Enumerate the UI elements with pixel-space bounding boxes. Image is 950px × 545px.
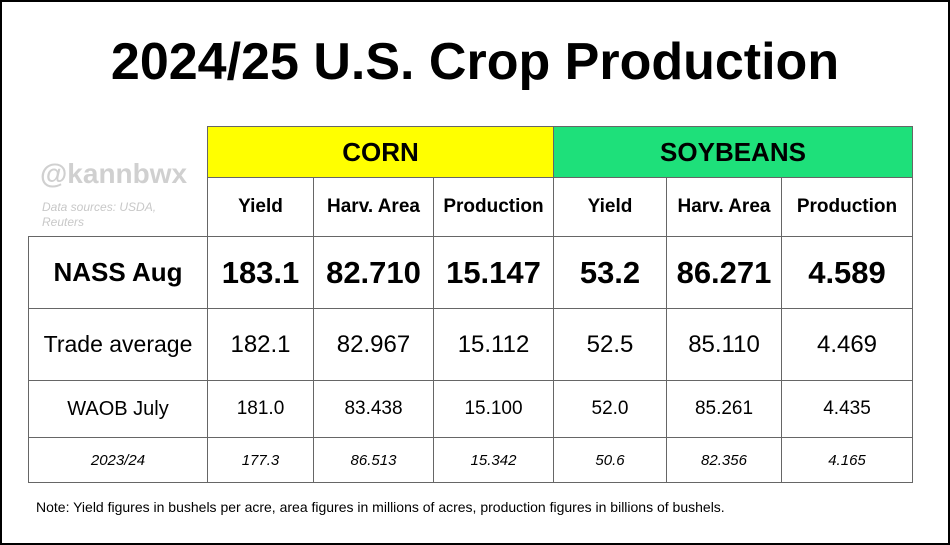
table-cell: 4.469 bbox=[781, 308, 913, 381]
row-label: 2023/24 bbox=[28, 437, 208, 483]
column-header: Yield bbox=[553, 177, 667, 237]
table-cell: 50.6 bbox=[553, 437, 667, 483]
column-header: Production bbox=[433, 177, 554, 237]
table-cell: 83.438 bbox=[313, 380, 434, 438]
table-cell: 15.342 bbox=[433, 437, 554, 483]
title: 2024/25 U.S. Crop Production bbox=[110, 33, 840, 91]
column-header: Production bbox=[781, 177, 913, 237]
table-cell: 177.3 bbox=[207, 437, 314, 483]
table-cell: 53.2 bbox=[553, 236, 667, 309]
table-cell: 181.0 bbox=[207, 380, 314, 438]
table-cell: 52.5 bbox=[553, 308, 667, 381]
row-label: NASS Aug bbox=[28, 236, 208, 309]
table-cell: 182.1 bbox=[207, 308, 314, 381]
table-cell: 85.261 bbox=[666, 380, 782, 438]
row-label: Trade average bbox=[28, 308, 208, 381]
row-label: WAOB July bbox=[28, 380, 208, 438]
column-header: Yield bbox=[207, 177, 314, 237]
table-cell: 85.110 bbox=[666, 308, 782, 381]
column-header: Harv. Area bbox=[313, 177, 434, 237]
watermark-handle: @kannbwx bbox=[40, 158, 188, 189]
column-header: Harv. Area bbox=[666, 177, 782, 237]
table-cell: 82.967 bbox=[313, 308, 434, 381]
table-cell: 4.435 bbox=[781, 380, 913, 438]
table-cell: 15.112 bbox=[433, 308, 554, 381]
group-header: CORN bbox=[207, 126, 554, 178]
table-cell: 15.147 bbox=[433, 236, 554, 309]
table-cell: 86.271 bbox=[666, 236, 782, 309]
table-cell: 4.589 bbox=[781, 236, 913, 309]
watermark-sources: Data sources: USDA, Reuters bbox=[42, 200, 157, 229]
note: Note: Yield figures in bushels per acre,… bbox=[36, 499, 725, 515]
table-cell: 183.1 bbox=[207, 236, 314, 309]
table-cell: 15.100 bbox=[433, 380, 554, 438]
table-cell: 82.356 bbox=[666, 437, 782, 483]
group-header: SOYBEANS bbox=[553, 126, 913, 178]
table-cell: 52.0 bbox=[553, 380, 667, 438]
table-cell: 82.710 bbox=[313, 236, 434, 309]
table-cell: 4.165 bbox=[781, 437, 913, 483]
table-cell: 86.513 bbox=[313, 437, 434, 483]
